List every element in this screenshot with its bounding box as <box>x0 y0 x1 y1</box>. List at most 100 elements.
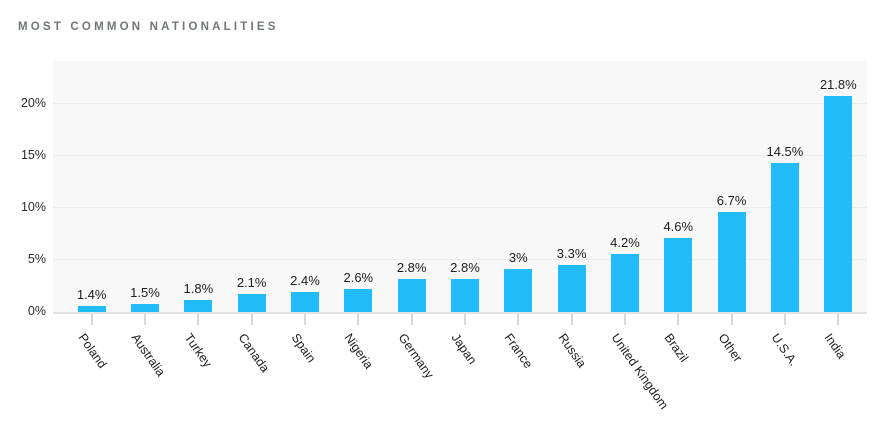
bar-value-label: 1.8% <box>183 280 214 296</box>
bar-value-label: 14.5% <box>766 144 804 160</box>
x-axis: Poland Australia Turkey Canada Spain Nigeria G… <box>53 314 867 437</box>
bar-value-label: 2.8% <box>396 259 427 275</box>
y-axis: 0% 5% 10% 15% 20% <box>0 0 46 437</box>
y-axis-label: 10% <box>20 200 46 214</box>
x-tick <box>410 314 413 325</box>
x-axis-slot: Canada <box>225 314 278 437</box>
y-axis-label: 5% <box>27 252 46 266</box>
x-axis-slot: Japan <box>438 314 491 437</box>
y-axis-label: 15% <box>20 148 46 162</box>
gridline <box>53 103 867 104</box>
x-tick <box>143 314 146 325</box>
bar-column: 1.4% <box>65 61 118 312</box>
x-axis-slot: India <box>812 314 865 437</box>
bar-column: 6.7% <box>705 61 758 312</box>
bar[interactable] <box>664 238 693 312</box>
x-axis-slot: Germany <box>385 314 438 437</box>
bar[interactable] <box>290 292 319 312</box>
bar-value-label: 2.8% <box>450 259 480 275</box>
bar[interactable] <box>237 294 266 312</box>
x-tick <box>357 314 360 325</box>
bar-column: 2.1% <box>225 61 278 312</box>
bar[interactable] <box>824 95 853 312</box>
x-tick <box>517 314 520 325</box>
bar-value-label: 21.8% <box>819 76 857 92</box>
bar[interactable] <box>450 278 479 312</box>
x-axis-slot: Turkey <box>172 314 225 437</box>
bar-value-label: 4.6% <box>663 219 694 235</box>
bar-column: 3.3% <box>545 61 598 312</box>
bar-value-label: 6.7% <box>716 193 747 209</box>
bar-column: 4.6% <box>652 61 705 312</box>
bar-column: 1.8% <box>172 61 225 312</box>
gridline <box>53 155 867 156</box>
bar-value-label: 1.4% <box>76 286 107 302</box>
x-tick <box>303 314 306 325</box>
x-axis-slot: Russia <box>545 314 598 437</box>
x-axis-slot: Nigeria <box>332 314 385 437</box>
bar-value-label: 1.5% <box>130 284 160 300</box>
bar-value-label: 2.1% <box>236 275 267 291</box>
x-axis-label: Australia <box>128 331 168 379</box>
x-tick <box>783 314 786 325</box>
bar-value-label: 2.6% <box>343 270 374 286</box>
bar-value-label: 2.4% <box>290 273 320 289</box>
bar-column: 3% <box>492 61 545 312</box>
x-axis-label: Canada <box>235 331 272 375</box>
gridline <box>53 207 867 208</box>
x-axis-slot: Poland <box>65 314 118 437</box>
x-axis-label: India <box>821 331 849 362</box>
x-axis-label: Germany <box>395 331 437 382</box>
x-tick <box>90 314 93 325</box>
x-axis-slot: United Kingdom <box>598 314 671 437</box>
bar[interactable] <box>130 303 159 312</box>
bar-column: 1.5% <box>118 61 171 312</box>
bar[interactable] <box>717 212 746 312</box>
x-axis-slot: Brazil <box>652 314 705 437</box>
x-axis-slot: France <box>492 314 545 437</box>
bar-value-label: 3% <box>508 250 528 266</box>
bar-value-label: 4.2% <box>610 234 640 250</box>
bar-column: 2.6% <box>332 61 385 312</box>
x-axis-label: Nigeria <box>341 331 377 372</box>
bars-row: 1.4% 1.5% 1.8% 2.1% 2.4% 2.6% 2.8% 2.8% 3% 3.3% 4.… <box>53 61 867 312</box>
x-tick <box>623 314 626 325</box>
bar[interactable] <box>770 163 799 312</box>
bar-column: 2.8% <box>438 61 491 312</box>
x-axis-label: Brazil <box>661 331 692 365</box>
bar[interactable] <box>344 289 373 312</box>
bar-column: 2.8% <box>385 61 438 312</box>
x-axis-label: Spain <box>288 331 319 366</box>
bar-column: 14.5% <box>758 61 811 312</box>
x-tick <box>837 314 840 325</box>
bar-column: 21.8% <box>812 61 865 312</box>
x-axis-label: Turkey <box>181 331 215 370</box>
bar-value-label: 3.3% <box>556 246 587 262</box>
x-axis-slot: U.S.A. <box>758 314 811 437</box>
x-axis-slot: Spain <box>278 314 331 437</box>
x-axis-label: Poland <box>75 331 109 371</box>
y-axis-label: 20% <box>20 96 46 110</box>
x-axis-label: Russia <box>555 331 589 371</box>
bar[interactable] <box>557 265 586 312</box>
bar-column: 2.4% <box>278 61 331 312</box>
x-axis-label: Japan <box>448 331 480 367</box>
x-axis-slot: Other <box>705 314 758 437</box>
bar[interactable] <box>610 253 639 312</box>
x-tick <box>463 314 466 325</box>
bar[interactable] <box>184 299 213 312</box>
x-tick <box>730 314 733 325</box>
bar[interactable] <box>504 269 533 312</box>
x-axis-slot: Australia <box>118 314 171 437</box>
x-tick <box>250 314 253 325</box>
x-axis-label: Other <box>715 331 745 365</box>
x-tick <box>677 314 680 325</box>
x-tick <box>197 314 200 325</box>
y-axis-label: 0% <box>27 304 46 318</box>
bar[interactable] <box>77 305 106 312</box>
bar-column: 4.2% <box>598 61 651 312</box>
page-title: MOST COMMON NATIONALITIES <box>18 21 279 33</box>
bar[interactable] <box>397 278 426 312</box>
x-axis-label: France <box>501 331 536 371</box>
x-axis-label: U.S.A. <box>768 331 801 369</box>
